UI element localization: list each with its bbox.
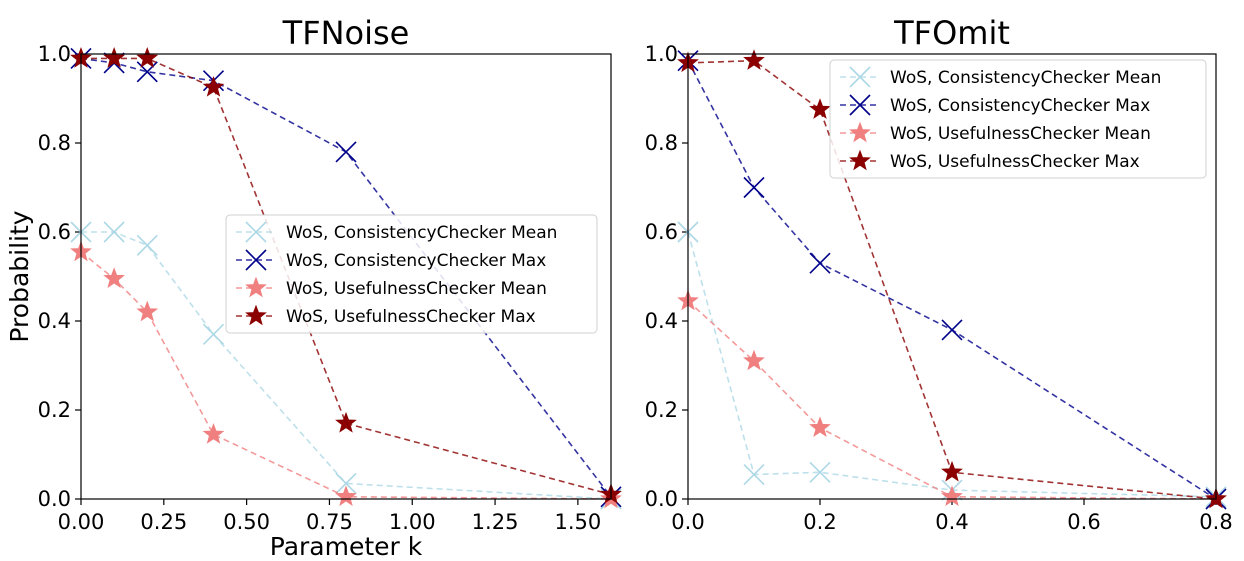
plot-frame <box>687 53 1217 500</box>
x-tick-label: 0.6 <box>1067 510 1100 534</box>
x-tick-label: 0.75 <box>306 510 353 534</box>
data-point <box>809 98 831 119</box>
x-tick-label: 1.25 <box>472 510 519 534</box>
data-point <box>103 267 125 288</box>
x-tick-label: 1.50 <box>554 510 601 534</box>
series-line-3 <box>687 59 1217 500</box>
data-point <box>743 176 765 199</box>
y-tick-label: 0.0 <box>645 487 678 511</box>
legend-entry: WoS, UsefulnessChecker Max <box>286 307 536 327</box>
data-point <box>335 411 357 433</box>
legend-marker <box>849 121 871 143</box>
chart-title: TFOmit <box>893 14 1010 52</box>
legend-box <box>829 59 1207 179</box>
chart-panel-0: TFNoise 0.00 0.25 0.50 0.75 1.00 1.25 1.50 0.0 0.… <box>5 14 622 561</box>
legend-marker <box>849 94 871 116</box>
data-point <box>136 61 158 83</box>
data-point <box>941 485 963 507</box>
data-point <box>136 47 159 68</box>
legend-entry: WoS, ConsistencyChecker Max <box>286 251 546 271</box>
data-point <box>941 460 963 482</box>
data-point <box>743 349 765 371</box>
series-line-0 <box>81 231 612 500</box>
x-tick-label: 0.25 <box>140 510 187 534</box>
y-axis-label: Probability <box>5 210 34 342</box>
data-point <box>743 463 765 486</box>
data-point <box>202 75 225 97</box>
series-group <box>677 49 1227 510</box>
y-tick-label: 1.0 <box>38 42 71 66</box>
y-tick-label: 0.4 <box>38 309 71 333</box>
legend-entry: WoS, UsefulnessChecker Mean <box>890 124 1151 144</box>
legend-entry: WoS, ConsistencyChecker Mean <box>890 68 1161 88</box>
data-point <box>136 234 158 256</box>
data-point <box>136 300 159 322</box>
data-point <box>202 323 225 345</box>
x-tick-label: 0.00 <box>58 510 105 534</box>
legend-entry: WoS, ConsistencyChecker Mean <box>286 223 557 243</box>
series-line-1 <box>80 57 612 498</box>
data-point <box>335 141 357 163</box>
x-tick-label: 0.50 <box>223 510 270 534</box>
legend-marker <box>849 66 871 88</box>
data-point <box>809 252 831 274</box>
series-line-3 <box>81 57 612 496</box>
x-tick-label: 0.8 <box>1199 510 1232 534</box>
data-point <box>335 472 357 494</box>
series-group <box>70 47 622 510</box>
legend-marker <box>245 221 267 243</box>
y-tick-label: 0.0 <box>38 487 71 511</box>
series-line-2 <box>80 251 612 500</box>
legend-marker <box>245 276 267 298</box>
data-point <box>103 221 125 243</box>
chart-title: TFNoise <box>282 14 410 52</box>
legend-box <box>225 214 598 334</box>
legend: WoS, ConsistencyChecker Mean WoS, Consist… <box>829 59 1207 179</box>
x-tick-label: 0.4 <box>935 510 968 534</box>
legend-entry: WoS, UsefulnessChecker Mean <box>286 279 547 299</box>
legend-marker <box>245 249 267 271</box>
x-axis-label: Parameter k <box>270 532 423 561</box>
series-line-0 <box>687 231 1217 498</box>
data-point <box>103 47 125 68</box>
x-tick-label: 1.00 <box>389 510 436 534</box>
data-point <box>809 461 831 483</box>
legend: WoS, ConsistencyChecker Mean WoS, Consist… <box>225 214 598 334</box>
y-tick-label: 0.6 <box>645 220 678 244</box>
y-tick-label: 0.4 <box>645 309 678 333</box>
y-tick-label: 0.2 <box>38 398 71 422</box>
y-tick-label: 1.0 <box>645 42 678 66</box>
y-tick-label: 0.6 <box>38 220 71 244</box>
x-tick-label: 0.2 <box>803 510 836 534</box>
x-tick-label: 0.0 <box>671 510 704 534</box>
data-point <box>202 423 225 444</box>
y-tick-label: 0.8 <box>38 131 71 155</box>
legend-marker <box>245 304 267 326</box>
data-point <box>809 416 831 438</box>
legend-entry: WoS, ConsistencyChecker Max <box>890 96 1150 116</box>
y-tick-label: 0.8 <box>645 131 678 155</box>
data-point <box>743 49 765 70</box>
chart-panel-1: TFOmit 0.0 0.2 0.4 0.6 0.8 0.0 0.2 0.4 0.6 0.8 1.0 W… <box>645 14 1233 534</box>
data-point <box>335 485 357 507</box>
legend-entry: WoS, UsefulnessChecker Max <box>890 152 1140 172</box>
y-tick-label: 0.2 <box>645 398 678 422</box>
data-point <box>941 319 963 341</box>
legend-marker <box>849 149 871 171</box>
plot-frame <box>80 53 612 500</box>
